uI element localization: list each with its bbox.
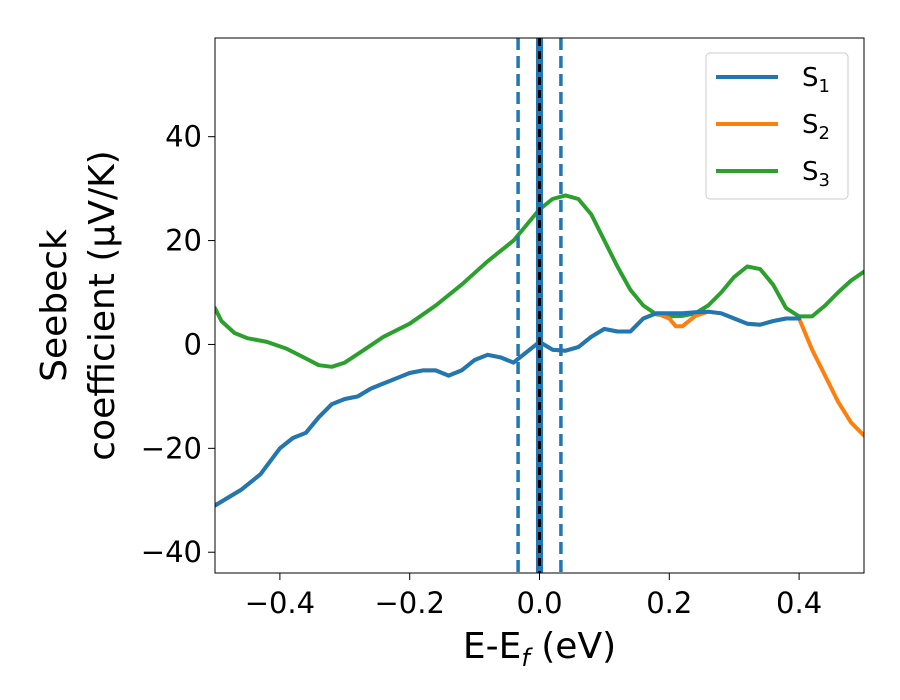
x-tick-label: 0.2 — [646, 586, 692, 620]
y-tick-label: 40 — [165, 120, 202, 154]
y-axis-title-line1: Seebeck — [34, 229, 75, 382]
x-tick-label: −0.2 — [374, 586, 444, 620]
x-axis-title: E-Ef (eV) — [463, 626, 616, 672]
x-tick-label: 0.4 — [776, 586, 822, 620]
legend-label-s1: S1 — [802, 63, 830, 97]
x-tick-label: −0.4 — [245, 586, 315, 620]
legend-label-s2: S2 — [802, 110, 830, 144]
axis-ticks: −0.4 −0.2 0.0 0.2 0.4 −40 −20 0 20 40 — [141, 120, 822, 620]
legend: S1 S2 S3 — [705, 52, 849, 200]
y-tick-label: 0 — [184, 327, 202, 361]
plot-area — [215, 38, 864, 573]
y-tick-label: 20 — [165, 224, 202, 258]
series-line-s3 — [215, 193, 864, 369]
series-line-s1 — [215, 309, 802, 508]
legend-label-s3: S3 — [802, 157, 830, 191]
x-axis-title-unit: (eV) — [530, 626, 616, 667]
y-axis-title: Seebeck coefficient (μV/K) — [34, 150, 123, 460]
y-axis-title-line2: coefficient (μV/K) — [82, 150, 123, 460]
plot-frame — [214, 37, 865, 574]
x-axis-title-main: E-E — [463, 626, 521, 667]
x-tick-label: 0.0 — [516, 586, 562, 620]
y-tick-label: −40 — [141, 535, 202, 569]
y-tick-label: −20 — [141, 431, 202, 465]
